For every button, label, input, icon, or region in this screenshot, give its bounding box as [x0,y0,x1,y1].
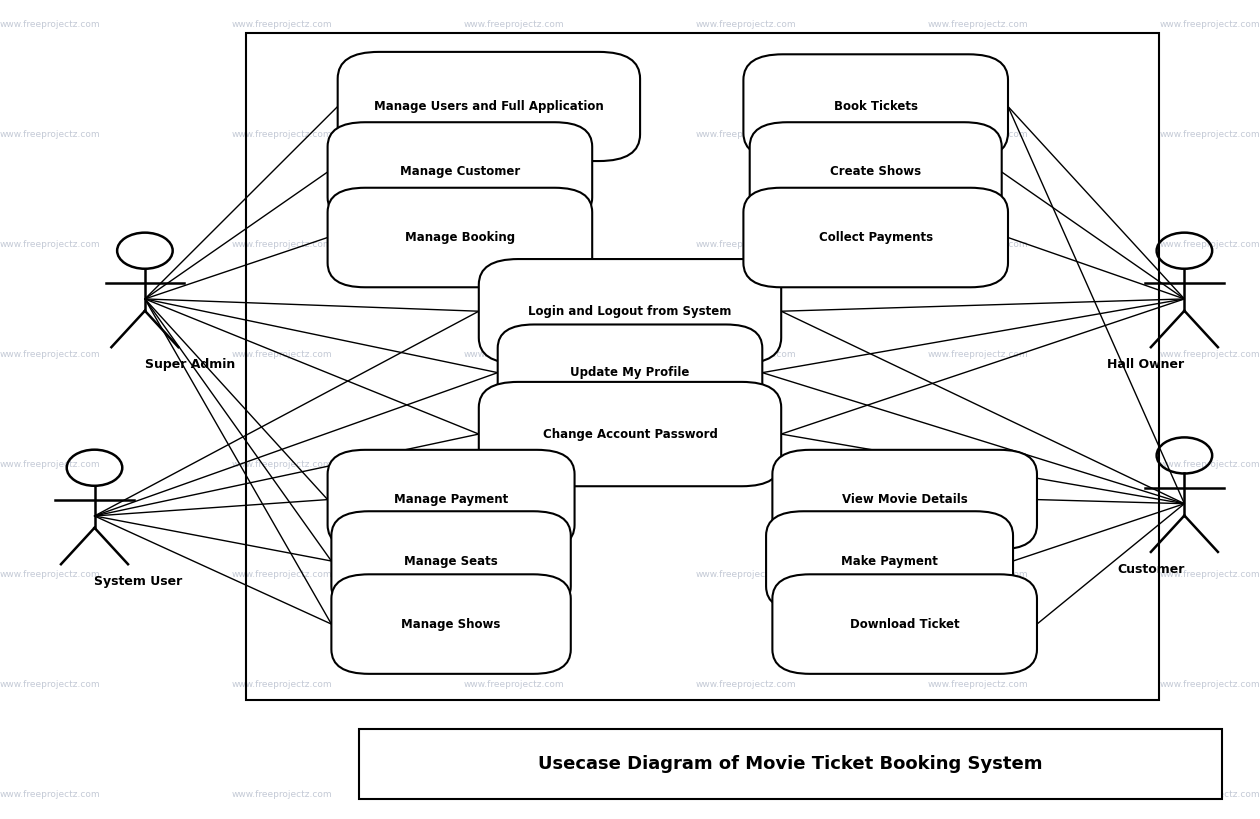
Text: www.freeprojectz.com: www.freeprojectz.com [927,790,1028,799]
Text: Create Shows: Create Shows [830,165,921,179]
Text: www.freeprojectz.com: www.freeprojectz.com [0,20,101,29]
Text: www.freeprojectz.com: www.freeprojectz.com [464,350,564,359]
FancyBboxPatch shape [772,450,1037,550]
FancyBboxPatch shape [479,259,781,364]
Text: www.freeprojectz.com: www.freeprojectz.com [696,460,796,469]
Text: www.freeprojectz.com: www.freeprojectz.com [232,790,333,799]
FancyBboxPatch shape [328,188,592,287]
Text: www.freeprojectz.com: www.freeprojectz.com [927,570,1028,579]
Text: www.freeprojectz.com: www.freeprojectz.com [464,460,564,469]
Text: www.freeprojectz.com: www.freeprojectz.com [0,240,101,249]
Text: www.freeprojectz.com: www.freeprojectz.com [0,350,101,359]
Text: www.freeprojectz.com: www.freeprojectz.com [696,350,796,359]
FancyBboxPatch shape [750,122,1002,222]
Text: www.freeprojectz.com: www.freeprojectz.com [464,130,564,139]
Text: Customer: Customer [1118,563,1184,576]
Text: www.freeprojectz.com: www.freeprojectz.com [0,790,101,799]
Text: www.freeprojectz.com: www.freeprojectz.com [1159,570,1260,579]
Text: Manage Seats: Manage Seats [404,554,498,568]
FancyBboxPatch shape [772,574,1037,674]
Text: www.freeprojectz.com: www.freeprojectz.com [0,570,101,579]
Text: Update My Profile: Update My Profile [571,366,689,379]
Text: www.freeprojectz.com: www.freeprojectz.com [464,570,564,579]
Text: www.freeprojectz.com: www.freeprojectz.com [0,680,101,689]
FancyBboxPatch shape [743,54,1008,159]
Text: www.freeprojectz.com: www.freeprojectz.com [464,790,564,799]
Text: Make Payment: Make Payment [842,554,937,568]
Text: www.freeprojectz.com: www.freeprojectz.com [927,130,1028,139]
FancyBboxPatch shape [331,511,571,611]
Text: Usecase Diagram of Movie Ticket Booking System: Usecase Diagram of Movie Ticket Booking … [538,755,1043,772]
Text: www.freeprojectz.com: www.freeprojectz.com [232,130,333,139]
Text: www.freeprojectz.com: www.freeprojectz.com [927,20,1028,29]
Text: Manage Users and Full Application: Manage Users and Full Application [374,100,604,113]
FancyBboxPatch shape [328,122,592,222]
Text: www.freeprojectz.com: www.freeprojectz.com [464,20,564,29]
Text: www.freeprojectz.com: www.freeprojectz.com [0,460,101,469]
Text: Manage Booking: Manage Booking [404,231,515,244]
Text: www.freeprojectz.com: www.freeprojectz.com [464,680,564,689]
Text: www.freeprojectz.com: www.freeprojectz.com [696,20,796,29]
Text: Super Admin: Super Admin [145,358,236,371]
Text: www.freeprojectz.com: www.freeprojectz.com [927,240,1028,249]
Text: www.freeprojectz.com: www.freeprojectz.com [232,680,333,689]
FancyBboxPatch shape [498,324,762,421]
Text: www.freeprojectz.com: www.freeprojectz.com [232,20,333,29]
Text: www.freeprojectz.com: www.freeprojectz.com [1159,790,1260,799]
Text: Manage Shows: Manage Shows [402,618,500,631]
Text: www.freeprojectz.com: www.freeprojectz.com [927,460,1028,469]
Text: Hall Owner: Hall Owner [1108,358,1184,371]
Text: System User: System User [94,575,183,588]
Text: www.freeprojectz.com: www.freeprojectz.com [696,680,796,689]
Text: View Movie Details: View Movie Details [842,493,968,506]
FancyBboxPatch shape [766,511,1013,611]
Text: www.freeprojectz.com: www.freeprojectz.com [232,570,333,579]
Text: www.freeprojectz.com: www.freeprojectz.com [1159,460,1260,469]
Text: www.freeprojectz.com: www.freeprojectz.com [1159,240,1260,249]
Text: www.freeprojectz.com: www.freeprojectz.com [696,130,796,139]
Text: Manage Customer: Manage Customer [399,165,520,179]
Text: www.freeprojectz.com: www.freeprojectz.com [696,570,796,579]
Text: www.freeprojectz.com: www.freeprojectz.com [927,350,1028,359]
Text: www.freeprojectz.com: www.freeprojectz.com [1159,350,1260,359]
FancyBboxPatch shape [331,574,571,674]
Text: www.freeprojectz.com: www.freeprojectz.com [1159,20,1260,29]
Text: www.freeprojectz.com: www.freeprojectz.com [232,240,333,249]
FancyBboxPatch shape [743,188,1008,287]
Text: Manage Payment: Manage Payment [394,493,508,506]
FancyBboxPatch shape [479,382,781,486]
Text: www.freeprojectz.com: www.freeprojectz.com [696,790,796,799]
Polygon shape [359,729,1222,799]
Text: www.freeprojectz.com: www.freeprojectz.com [0,130,101,139]
Text: www.freeprojectz.com: www.freeprojectz.com [1159,680,1260,689]
Text: Collect Payments: Collect Payments [819,231,932,244]
FancyBboxPatch shape [338,52,640,161]
Text: Change Account Password: Change Account Password [543,428,717,441]
Text: www.freeprojectz.com: www.freeprojectz.com [1159,130,1260,139]
Text: www.freeprojectz.com: www.freeprojectz.com [927,680,1028,689]
Text: www.freeprojectz.com: www.freeprojectz.com [232,350,333,359]
Text: www.freeprojectz.com: www.freeprojectz.com [232,460,333,469]
Text: Login and Logout from System: Login and Logout from System [528,305,732,318]
FancyBboxPatch shape [328,450,575,550]
Text: www.freeprojectz.com: www.freeprojectz.com [696,240,796,249]
Text: Book Tickets: Book Tickets [834,100,917,113]
Text: www.freeprojectz.com: www.freeprojectz.com [464,240,564,249]
Text: Download Ticket: Download Ticket [849,618,960,631]
